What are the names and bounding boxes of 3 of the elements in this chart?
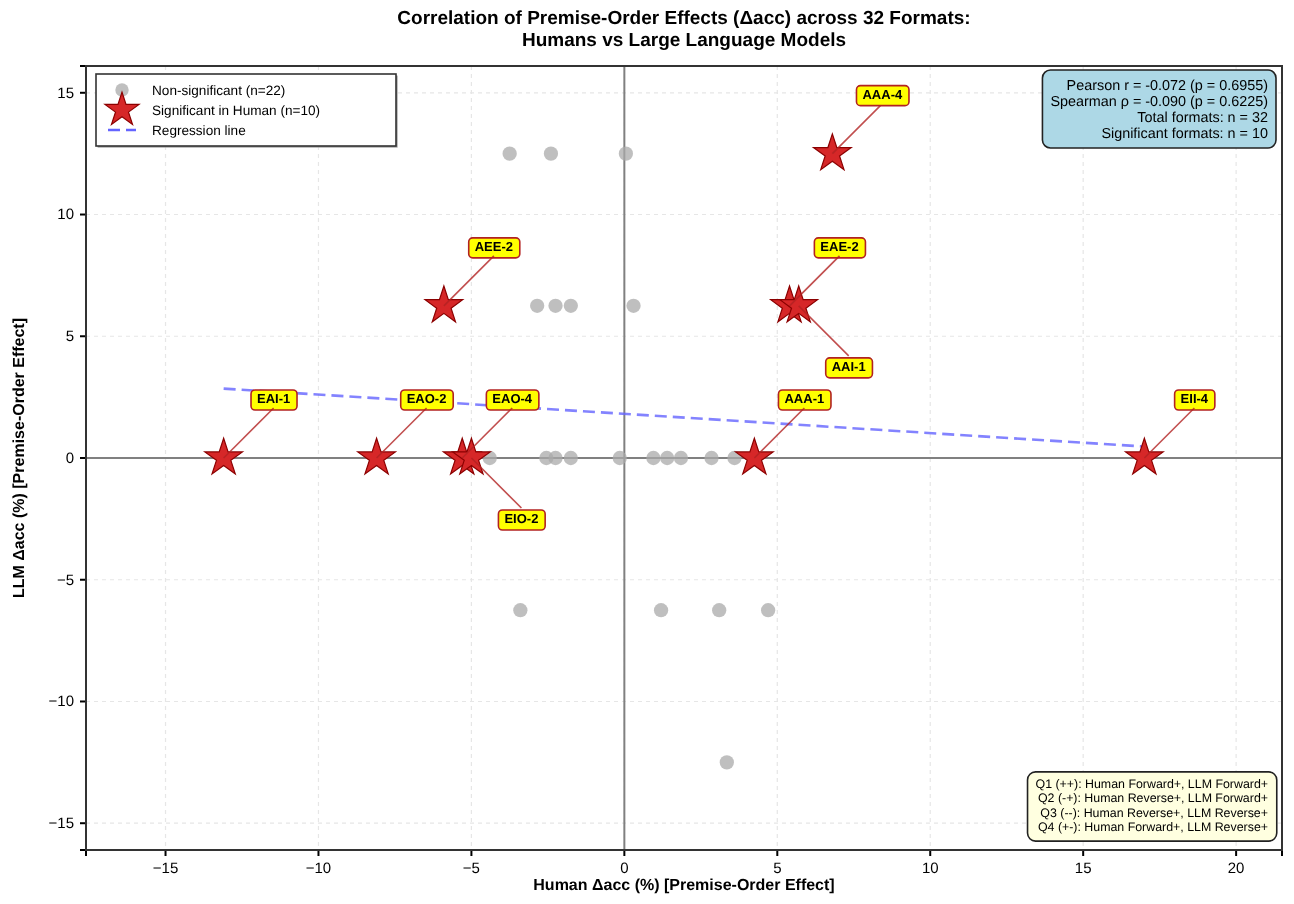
chart-title: Correlation of Premise-Order Effects (Δacc) across 32 Formats: Humans vs Large Language Models — [397, 8, 971, 52]
x-axis-title: Human Δacc (%) [Premise-Order Effect] — [533, 876, 836, 894]
y-axis-title: LLM Δacc (%) [Premise-Order Effect] — [10, 317, 28, 599]
